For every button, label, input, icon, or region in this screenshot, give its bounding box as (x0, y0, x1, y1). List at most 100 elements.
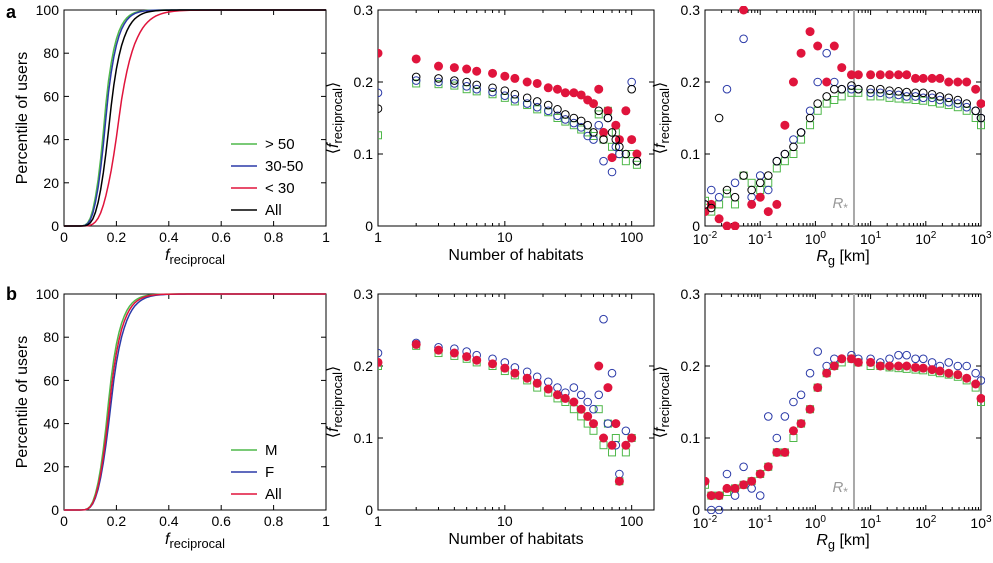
marker-dot (893, 70, 903, 80)
marker-circle (796, 128, 806, 137)
marker-circle (543, 100, 553, 110)
marker-circle (599, 135, 608, 144)
marker-dot (543, 384, 553, 394)
marker-dot (866, 357, 876, 367)
marker-square (378, 131, 382, 140)
x-tick-label: 10-2 (693, 230, 718, 247)
marker-dot (837, 354, 847, 364)
x-tick-label: 102 (915, 230, 937, 247)
marker-square (589, 132, 598, 140)
marker-circle (847, 84, 856, 94)
marker-circle (553, 111, 562, 121)
marker-dot (722, 483, 732, 493)
marker-square (928, 98, 937, 107)
marker-dot (627, 433, 637, 443)
marker-dot (472, 355, 482, 365)
marker-dot (532, 378, 542, 388)
marker-circle (599, 156, 608, 166)
marker-square (412, 79, 421, 88)
data-layer (64, 9, 326, 227)
marker-square (854, 88, 863, 97)
marker-circle (918, 88, 928, 98)
panel-b1: 0 20 40 60 80 100 0 0.2 0.4 0.6 0.8 1 freciprocal Per… (14, 286, 330, 551)
marker-dot (462, 64, 472, 74)
marker-circle (450, 76, 459, 85)
marker-dot (875, 70, 885, 80)
y-tick-label: 0 (365, 502, 373, 518)
marker-dot (944, 77, 954, 87)
marker-dot (918, 73, 928, 83)
legend-label: M (265, 442, 278, 459)
marker-circle (822, 48, 831, 58)
marker-circle (796, 390, 806, 400)
marker-circle (902, 87, 911, 97)
marker-dot (500, 363, 510, 373)
marker-dot (588, 419, 598, 429)
marker-dot (829, 361, 839, 371)
x-tick-label: 0 (60, 229, 68, 245)
marker-dot (607, 440, 617, 450)
marker-dot (705, 476, 710, 486)
marker-circle (472, 80, 481, 90)
marker-dot (747, 199, 757, 209)
marker-circle (876, 88, 885, 98)
marker-dot (714, 214, 724, 224)
marker-dot (976, 393, 985, 403)
marker-dot (378, 48, 383, 58)
y-tick-label: 0.1 (681, 430, 701, 446)
marker-square (764, 178, 773, 187)
marker-dot (576, 404, 586, 414)
marker-dot (772, 447, 782, 457)
y-tick-label: 0.3 (354, 286, 374, 302)
marker-dot (976, 99, 985, 109)
marker-dot (488, 68, 498, 78)
marker-dot (813, 41, 823, 51)
x-tick-label: 1 (374, 513, 382, 529)
marker-circle (553, 383, 562, 392)
marker-square (789, 150, 798, 158)
y-tick-label: 20 (43, 175, 59, 191)
x-tick-label: 10 (497, 229, 513, 245)
marker-circle (747, 192, 756, 202)
marker-circle (594, 120, 604, 130)
marker-circle (894, 90, 903, 100)
marker-circle (434, 77, 443, 87)
marker-circle (576, 123, 586, 132)
x-tick-label: 0.6 (211, 229, 231, 245)
legend-label: < 30 (265, 180, 295, 197)
y-tick-label: 0 (692, 218, 700, 234)
y-axis-label: ⟨freciprocal⟩ (325, 82, 345, 154)
marker-square (747, 178, 756, 187)
y-tick-label: 0 (51, 218, 59, 234)
x-axis-label: Number of habitats (448, 531, 583, 548)
y-tick-label: 100 (36, 286, 60, 302)
marker-dot (780, 120, 790, 130)
marker-dot (594, 361, 604, 371)
marker-dot (885, 361, 895, 371)
marker-dot (788, 426, 798, 436)
axes-frame (704, 9, 982, 227)
panel-b3: 0 0.1 0.2 0.3 10-2 10-1 100 101 102 103 Rg [km] ⟨fr… (652, 286, 992, 552)
marker-circle (953, 361, 963, 371)
marker-circle (472, 84, 481, 94)
marker-circle (789, 135, 798, 144)
x-tick-label: 100 (805, 230, 827, 247)
marker-dot (902, 361, 912, 371)
marker-dot (796, 419, 806, 429)
marker-circle (594, 390, 604, 400)
marker-circle (755, 171, 765, 180)
marker-square (594, 110, 603, 119)
x-tick-label: 103 (970, 230, 992, 247)
marker-circle (603, 419, 613, 428)
marker-square (731, 200, 740, 209)
y-axis-label: ⟨freciprocal⟩ (325, 366, 345, 438)
marker-circle (813, 347, 822, 356)
y-tick-label: 0.3 (354, 2, 374, 18)
legend-label: > 50 (265, 136, 295, 153)
marker-circle (755, 178, 765, 188)
marker-circle (500, 86, 510, 95)
marker-circle (411, 72, 421, 82)
marker-circle (603, 113, 613, 123)
marker-dot (902, 70, 912, 80)
